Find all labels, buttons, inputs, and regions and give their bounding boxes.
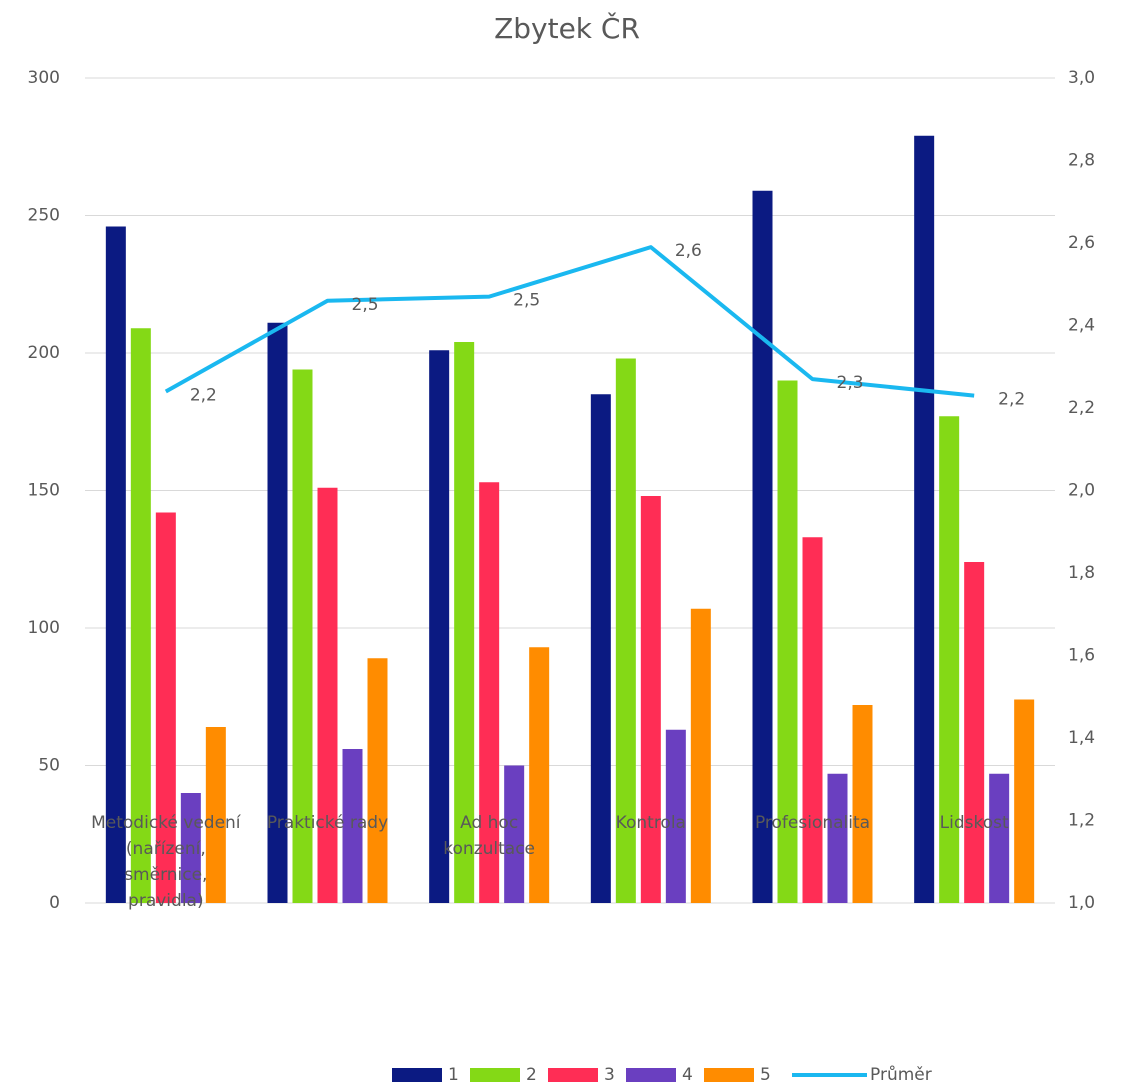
- y2-tick-label: 2,0: [1068, 481, 1095, 501]
- x-tick-label: Metodické vedení (nařízení, směrnice, pr…: [91, 813, 241, 911]
- data-label: 2,2: [190, 386, 217, 406]
- y-tick-label: 150: [28, 481, 60, 501]
- y-tick-label: 300: [28, 68, 60, 88]
- legend-label: 2: [526, 1065, 537, 1085]
- x-tick-label: Profesionalita: [754, 813, 871, 833]
- bar: [827, 773, 848, 903]
- data-label: 2,2: [998, 390, 1025, 410]
- bar: [1014, 699, 1035, 903]
- y2-tick-label: 1,4: [1068, 728, 1095, 748]
- data-label: 2,3: [837, 373, 864, 393]
- bar: [690, 608, 711, 903]
- bar: [640, 496, 661, 903]
- y2-tick-label: 3,0: [1068, 68, 1095, 88]
- bar: [367, 658, 388, 903]
- bar: [454, 342, 475, 903]
- bar: [989, 773, 1010, 903]
- y2-tick-label: 1,8: [1068, 563, 1095, 583]
- data-label: 2,6: [675, 241, 702, 261]
- bar: [267, 322, 288, 903]
- bar: [342, 749, 363, 903]
- x-tick-label: Ad hoc konzultace: [443, 813, 536, 859]
- y-tick-label: 200: [28, 343, 60, 363]
- bar: [155, 512, 176, 903]
- bar: [105, 226, 126, 903]
- y2-tick-label: 2,4: [1068, 316, 1095, 336]
- bar: [752, 190, 773, 903]
- y2-tick-label: 1,0: [1068, 893, 1095, 913]
- y-tick-label: 0: [49, 893, 60, 913]
- y2-tick-label: 1,2: [1068, 811, 1095, 831]
- legend-swatch: [626, 1068, 676, 1082]
- bar: [939, 416, 960, 903]
- bar: [852, 705, 873, 903]
- legend-swatch: [470, 1068, 520, 1082]
- bar: [504, 765, 525, 903]
- bar: [777, 380, 798, 903]
- y2-tick-label: 2,2: [1068, 398, 1095, 418]
- legend-label: 4: [682, 1065, 693, 1085]
- bar: [964, 562, 985, 903]
- legend-label: 3: [604, 1065, 615, 1085]
- bar: [317, 487, 338, 903]
- bar: [590, 394, 611, 903]
- legend-swatch: [548, 1068, 598, 1082]
- legend-swatch: [392, 1068, 442, 1082]
- x-tick-label: Kontrola: [615, 813, 686, 833]
- x-tick-label: Lidskost: [939, 813, 1009, 833]
- data-label: 2,5: [352, 295, 379, 315]
- y-tick-label: 100: [28, 618, 60, 638]
- bar: [180, 793, 201, 903]
- y-tick-label: 50: [38, 756, 60, 776]
- legend-label: 1: [448, 1065, 459, 1085]
- bar: [479, 482, 500, 903]
- legend-label: Průměr: [870, 1065, 932, 1085]
- line: [164, 245, 975, 398]
- y2-tick-label: 1,6: [1068, 646, 1095, 666]
- chart-title: Zbytek ČR: [494, 11, 640, 45]
- y2-tick-label: 2,8: [1068, 151, 1095, 171]
- x-tick-label: Praktické rady: [266, 813, 389, 833]
- bar: [665, 729, 686, 903]
- bar: [429, 350, 450, 903]
- bar: [802, 537, 823, 903]
- y-tick-label: 250: [28, 206, 60, 226]
- bar: [205, 727, 226, 903]
- bar: [529, 647, 550, 903]
- bar: [615, 358, 636, 903]
- bar: [292, 369, 313, 903]
- legend-label: 5: [760, 1065, 771, 1085]
- legend-swatch: [704, 1068, 754, 1082]
- bar: [914, 135, 935, 903]
- bar: [130, 328, 151, 903]
- data-label: 2,5: [513, 291, 540, 311]
- y2-tick-label: 2,6: [1068, 233, 1095, 253]
